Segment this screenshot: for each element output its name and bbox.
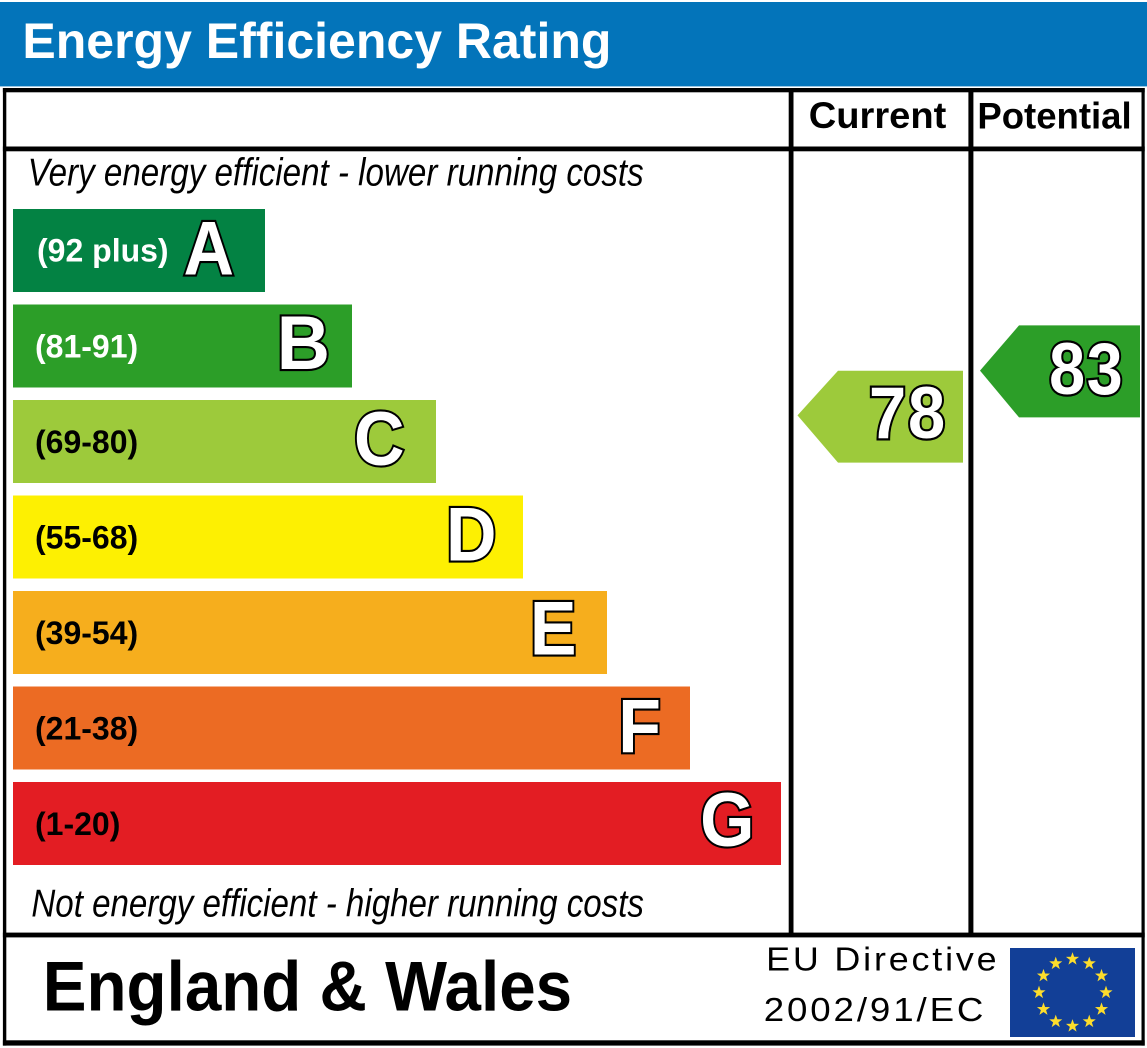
svg-text:EU Directive: EU Directive: [766, 942, 999, 978]
svg-text:Energy Efficiency Rating: Energy Efficiency Rating: [22, 13, 611, 69]
svg-text:G: G: [700, 778, 754, 862]
svg-text:(55-68): (55-68): [35, 520, 138, 556]
svg-text:(69-80): (69-80): [35, 424, 138, 460]
svg-text:(21-38): (21-38): [35, 711, 138, 747]
svg-text:Very energy efficient - lower: Very energy efficient - lower running co…: [28, 150, 644, 194]
svg-text:E: E: [530, 587, 577, 671]
svg-text:(39-54): (39-54): [35, 615, 138, 651]
svg-text:78: 78: [869, 372, 947, 453]
svg-text:Not energy efficient - higher: Not energy efficient - higher running co…: [31, 881, 644, 925]
svg-text:A: A: [184, 207, 234, 291]
svg-text:Current: Current: [809, 95, 947, 136]
svg-text:D: D: [446, 493, 496, 577]
svg-text:Potential: Potential: [977, 96, 1131, 137]
svg-text:(1-20): (1-20): [35, 806, 120, 842]
svg-text:83: 83: [1049, 328, 1124, 410]
svg-text:(92 plus): (92 plus): [37, 233, 169, 269]
svg-text:England & Wales: England & Wales: [43, 947, 572, 1026]
svg-text:2002/91/EC: 2002/91/EC: [764, 992, 987, 1029]
svg-text:C: C: [354, 397, 404, 481]
svg-text:(81-91): (81-91): [35, 329, 138, 365]
svg-text:F: F: [618, 684, 661, 768]
svg-text:B: B: [277, 300, 330, 385]
